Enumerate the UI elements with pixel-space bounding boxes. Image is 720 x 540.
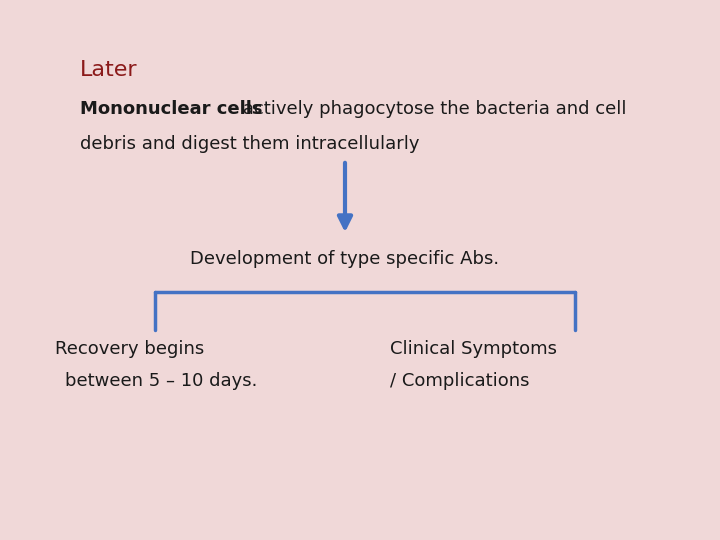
- Text: / Complications: / Complications: [390, 372, 529, 390]
- Text: actively phagocytose the bacteria and cell: actively phagocytose the bacteria and ce…: [237, 100, 626, 118]
- Text: Later: Later: [80, 60, 138, 80]
- Text: Clinical Symptoms: Clinical Symptoms: [390, 340, 557, 358]
- Text: Development of type specific Abs.: Development of type specific Abs.: [190, 250, 500, 268]
- Text: Recovery begins: Recovery begins: [55, 340, 204, 358]
- Text: debris and digest them intracellularly: debris and digest them intracellularly: [80, 135, 420, 153]
- Text: Mononuclear cells: Mononuclear cells: [80, 100, 263, 118]
- Text: between 5 – 10 days.: between 5 – 10 days.: [65, 372, 257, 390]
